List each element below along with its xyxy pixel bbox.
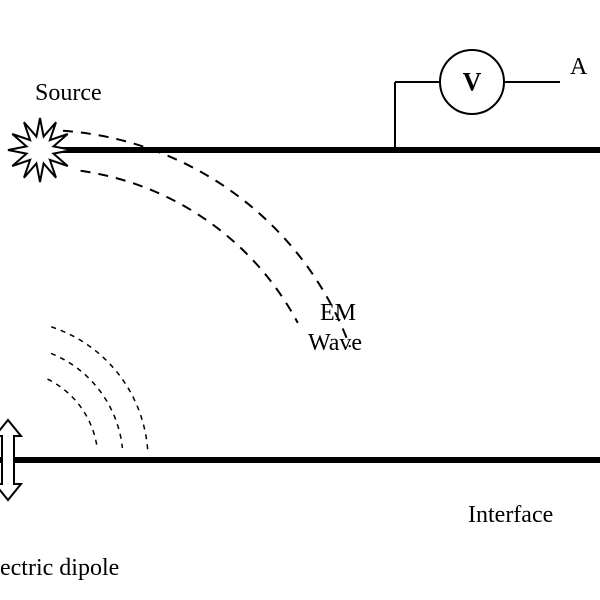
label-em-line2: Wave bbox=[308, 330, 362, 357]
label-interface: Interface bbox=[468, 502, 553, 529]
em-wave-arc-large-0 bbox=[63, 131, 350, 347]
em-wave-arc-small-1 bbox=[51, 353, 122, 448]
em-wave-arc-small-2 bbox=[48, 379, 98, 447]
em-wave-arc-large-1 bbox=[81, 171, 298, 323]
label-source: Source bbox=[35, 80, 102, 107]
voltmeter-symbol: V bbox=[463, 68, 482, 97]
em-wave-arc-small-0 bbox=[51, 327, 147, 450]
source-starburst-icon bbox=[8, 118, 72, 182]
label-electric-dipole: ectric dipole bbox=[0, 555, 119, 582]
label-em-line1: EM bbox=[320, 300, 356, 327]
label-a-right: A bbox=[570, 54, 587, 81]
